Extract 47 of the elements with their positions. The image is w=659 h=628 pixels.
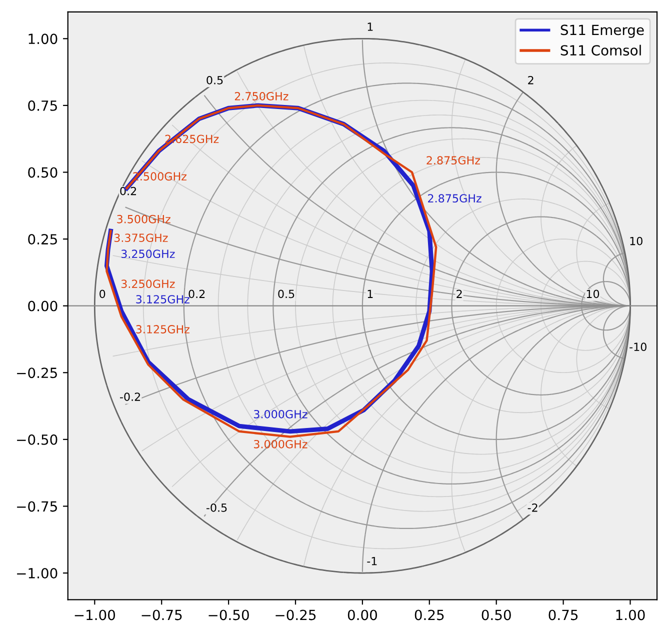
annotation: -0.2 <box>120 392 140 401</box>
y-tick-label: 0.50 <box>28 167 58 178</box>
legend-label: S11 Comsol <box>560 44 641 56</box>
x-tick-label: 0.00 <box>348 610 377 620</box>
annotation: 2.750GHz <box>234 92 288 100</box>
annotation: -1 <box>367 557 377 566</box>
annotation: 10 <box>630 236 642 246</box>
x-tick-label: 0.50 <box>482 610 511 620</box>
annotation: 0.2 <box>188 290 205 298</box>
legend-label: S11 Emerge <box>560 24 644 38</box>
x-tick-label: −0.50 <box>208 610 249 620</box>
annotation: 3.250GHz <box>121 250 175 258</box>
annotation: 3.000GHz <box>254 440 308 448</box>
x-tick-label: 0.25 <box>414 610 444 620</box>
x-tick-label: −0.75 <box>142 610 182 620</box>
annotation: 2 <box>456 290 462 298</box>
y-tick-label: −0.50 <box>17 434 58 445</box>
y-tick-label: −0.25 <box>17 368 57 378</box>
y-tick-label: −0.75 <box>17 501 57 512</box>
annotation: 3.125GHz <box>136 295 190 304</box>
annotation: 0.5 <box>278 290 294 298</box>
annotation: 1 <box>368 290 373 298</box>
annotation: 0 <box>100 290 106 298</box>
annotation: 1 <box>368 22 373 31</box>
annotation: 10 <box>586 290 600 298</box>
annotation: 0.5 <box>206 76 223 84</box>
annotation: 2.875GHz <box>428 194 482 203</box>
x-tick-label: 0.75 <box>548 610 578 620</box>
y-tick-label: −1.00 <box>17 568 58 578</box>
x-tick-label: 1.00 <box>616 610 645 620</box>
x-tick-label: −1.00 <box>74 610 116 620</box>
annotation: 3.250GHz <box>121 280 175 288</box>
annotation: -2 <box>528 503 538 512</box>
annotation: 3.125GHz <box>136 325 190 334</box>
x-tick-label: −0.25 <box>276 610 316 620</box>
y-tick-label: 1.00 <box>28 34 58 44</box>
annotation: 2 <box>528 76 534 84</box>
annotation: 3.000GHz <box>254 410 308 418</box>
annotation: -10 <box>630 342 646 352</box>
annotation: 3.375GHz <box>114 234 168 242</box>
annotation: 0.2 <box>120 186 136 196</box>
annotation: 2.875GHz <box>426 156 480 165</box>
y-tick-label: 0.25 <box>28 234 57 245</box>
y-tick-label: 0.00 <box>28 300 58 312</box>
annotation: -0.5 <box>206 503 227 512</box>
y-tick-label: 0.75 <box>28 100 57 111</box>
annotation: 3.500GHz <box>117 214 170 224</box>
